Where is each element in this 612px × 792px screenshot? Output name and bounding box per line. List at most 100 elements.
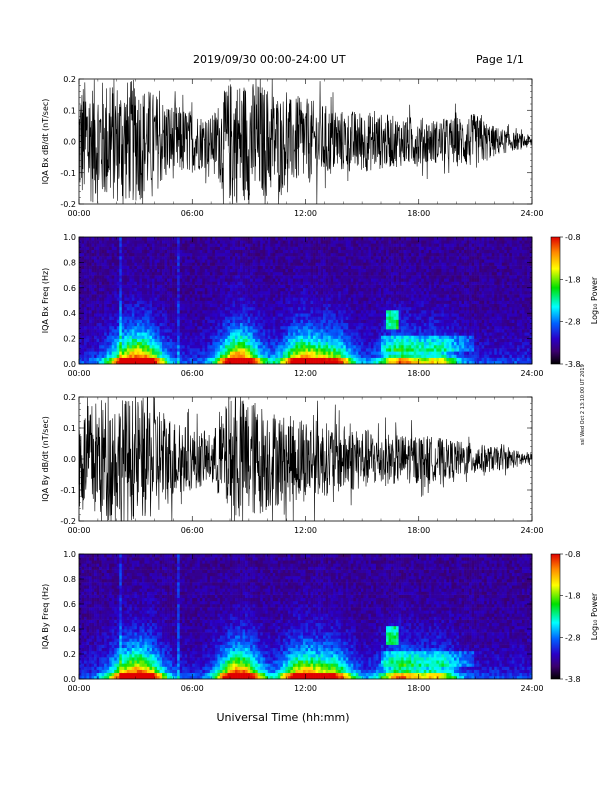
spectrogram-cell	[237, 268, 241, 273]
spectrogram-cell	[257, 268, 261, 273]
spectrogram-cell	[89, 237, 92, 241]
spectrogram-cell	[237, 249, 241, 254]
spectrogram-cell	[350, 271, 354, 276]
spectrogram-cell	[287, 313, 291, 317]
spectrogram-cell	[257, 300, 261, 304]
spectrogram-cell	[315, 240, 319, 244]
spectrogram-cell	[164, 329, 168, 333]
spectrogram-cell	[277, 249, 281, 254]
spectrogram-cell	[363, 316, 367, 320]
spectrogram-cell	[335, 246, 339, 250]
spectrogram-cell	[89, 271, 92, 276]
spectrogram-cell	[204, 243, 208, 247]
spectrogram-cell	[292, 306, 296, 311]
spectrogram-cell	[159, 287, 163, 292]
spectrogram-cell	[126, 338, 130, 343]
spectrogram-cell	[270, 262, 274, 266]
spectrogram-cell	[240, 306, 243, 311]
spectrogram-cell	[328, 319, 331, 324]
spectrogram-cell	[119, 316, 123, 320]
spectrogram-cell	[255, 252, 258, 257]
spectrogram-cell	[184, 300, 188, 304]
spectrogram-cell	[96, 294, 100, 298]
spectrogram-cell	[320, 252, 324, 257]
spectrogram-cell	[315, 344, 319, 349]
spectrogram-cell	[333, 240, 336, 244]
spectrogram-cell	[270, 252, 274, 257]
spectrogram-cell	[192, 335, 196, 339]
spectrogram-cell	[182, 310, 185, 314]
spectrogram-cell	[360, 316, 364, 320]
spectrogram-cell	[116, 246, 120, 250]
spectrogram-cell	[187, 294, 191, 298]
spectrogram-cell	[335, 240, 339, 244]
spectrogram-cell	[280, 300, 284, 304]
spectrogram-cell	[270, 341, 274, 346]
spectrogram-cell	[184, 252, 188, 257]
spectrogram-cell	[270, 344, 274, 349]
spectrogram-cell	[224, 256, 228, 260]
spectrogram-cell	[373, 294, 377, 298]
spectrogram-cell	[343, 348, 347, 352]
spectrogram-cell	[383, 357, 387, 362]
spectrogram-cell	[84, 300, 87, 304]
spectrogram-cell	[172, 354, 175, 358]
spectrogram-cell	[365, 252, 369, 257]
spectrogram-cell	[104, 290, 107, 295]
spectrogram-cell	[194, 351, 198, 355]
spectrogram-cell	[260, 275, 264, 279]
spectrogram-cell	[96, 252, 100, 257]
spectrogram-cell	[290, 268, 294, 273]
spectrogram-cell	[287, 240, 291, 244]
spectrogram-cell	[126, 329, 130, 333]
spectrogram-cell	[182, 290, 185, 295]
spectrogram-cell	[277, 351, 281, 355]
spectrogram-cell	[252, 275, 256, 279]
spectrogram-cell	[214, 325, 218, 330]
spectrogram-cell	[368, 351, 372, 355]
spectrogram-cell	[285, 335, 289, 339]
spectrogram-cell	[315, 243, 319, 247]
spectrogram-cell	[89, 243, 92, 247]
spectrogram-cell	[111, 281, 115, 285]
spectrogram-cell	[267, 256, 271, 260]
spectrogram-cell	[172, 284, 175, 289]
iqa-bx-timeseries: -0.2-0.10.00.10.200:00 06:00 12:00 18:00 24:…	[41, 75, 544, 218]
spectrogram-cell	[277, 357, 281, 362]
spectrogram-cell	[348, 281, 352, 285]
spectrogram-cell	[267, 278, 271, 282]
spectrogram-cell	[89, 294, 92, 298]
spectrogram-cell	[141, 297, 145, 301]
spectrogram-cell	[282, 348, 286, 352]
spectrogram-cell	[290, 278, 294, 282]
spectrogram-cell	[320, 275, 324, 279]
spectrogram-cell	[199, 360, 203, 365]
spectrogram-cell	[355, 344, 359, 349]
spectrogram-cell	[368, 287, 372, 292]
spectrogram-cell	[79, 310, 82, 314]
spectrogram-cell	[182, 294, 185, 298]
spectrogram-cell	[104, 271, 107, 276]
spectrogram-cell	[300, 360, 304, 365]
spectrogram-cell	[94, 357, 97, 362]
spectrogram-cell	[365, 325, 369, 330]
spectrogram-cell	[282, 329, 286, 333]
spectrogram-cell	[360, 354, 364, 358]
spectrogram-cell	[116, 290, 120, 295]
spectrogram-cell	[315, 246, 319, 250]
spectrogram-cell	[230, 338, 233, 343]
spectrogram-cell	[217, 351, 221, 355]
spectrogram-cell	[255, 278, 258, 282]
spectrogram-cell	[360, 319, 364, 324]
spectrogram-cell	[230, 319, 233, 324]
spectrogram-cell	[292, 313, 296, 317]
spectrogram-cell	[350, 268, 354, 273]
spectrogram-cell	[219, 243, 223, 247]
spectrogram-cell	[323, 306, 326, 311]
spectrogram-cell	[149, 287, 153, 292]
spectrogram-cell	[348, 357, 352, 362]
spectrogram-cell	[177, 240, 180, 244]
spectrogram-cell	[368, 265, 372, 270]
spectrogram-cell	[335, 284, 339, 289]
spectrogram-cell	[194, 329, 198, 333]
